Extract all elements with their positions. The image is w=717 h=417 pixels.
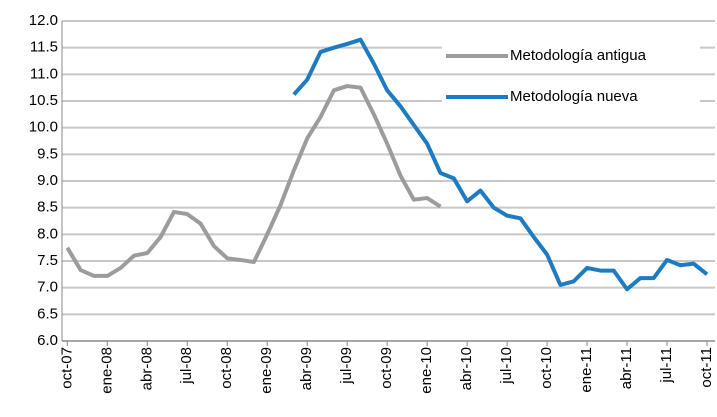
x-tick-label: jul-11: [658, 347, 675, 384]
x-tick-label: abr-11: [618, 347, 635, 389]
y-tick-label: 8.0: [37, 225, 58, 242]
x-tick-label: abr-09: [298, 347, 315, 390]
y-tick-label: 8.5: [37, 199, 58, 216]
y-tick-label: 11.5: [30, 39, 58, 56]
x-tick-label: ene-11: [578, 347, 595, 393]
y-tick-label: 7.0: [37, 279, 58, 296]
x-tick-label: jul-10: [498, 347, 515, 385]
y-tick-label: 10.5: [29, 92, 58, 109]
y-tick-label: 10.0: [29, 119, 58, 136]
x-tick-label: jul-09: [338, 347, 355, 385]
x-tick-label: jul-08: [178, 347, 195, 385]
y-tick-label: 6.5: [37, 305, 58, 322]
x-tick-label: ene-09: [258, 347, 275, 394]
y-tick-label: 9.5: [37, 145, 58, 162]
y-tick-label: 9.0: [37, 172, 58, 189]
y-tick-label: 12.0: [29, 12, 58, 29]
x-tick-label: abr-08: [138, 347, 155, 390]
x-tick-label: oct-10: [538, 347, 555, 389]
y-tick-label: 6.0: [37, 332, 58, 349]
series-line: [292, 37, 709, 292]
x-tick-label: abr-10: [458, 347, 475, 390]
x-tick-label: oct-11: [698, 347, 715, 388]
x-tick-label: oct-07: [58, 347, 75, 389]
legend-label: Metodología nueva: [510, 88, 638, 105]
x-tick-label: oct-08: [218, 347, 235, 389]
legend-label: Metodología antigua: [510, 47, 647, 64]
x-tick-label: ene-10: [418, 347, 435, 394]
y-tick-label: 11.0: [30, 65, 58, 82]
x-tick-label: oct-09: [378, 347, 395, 389]
series-line: [65, 84, 442, 278]
x-tick-label: ene-08: [98, 347, 115, 394]
y-tick-label: 7.5: [37, 252, 58, 269]
